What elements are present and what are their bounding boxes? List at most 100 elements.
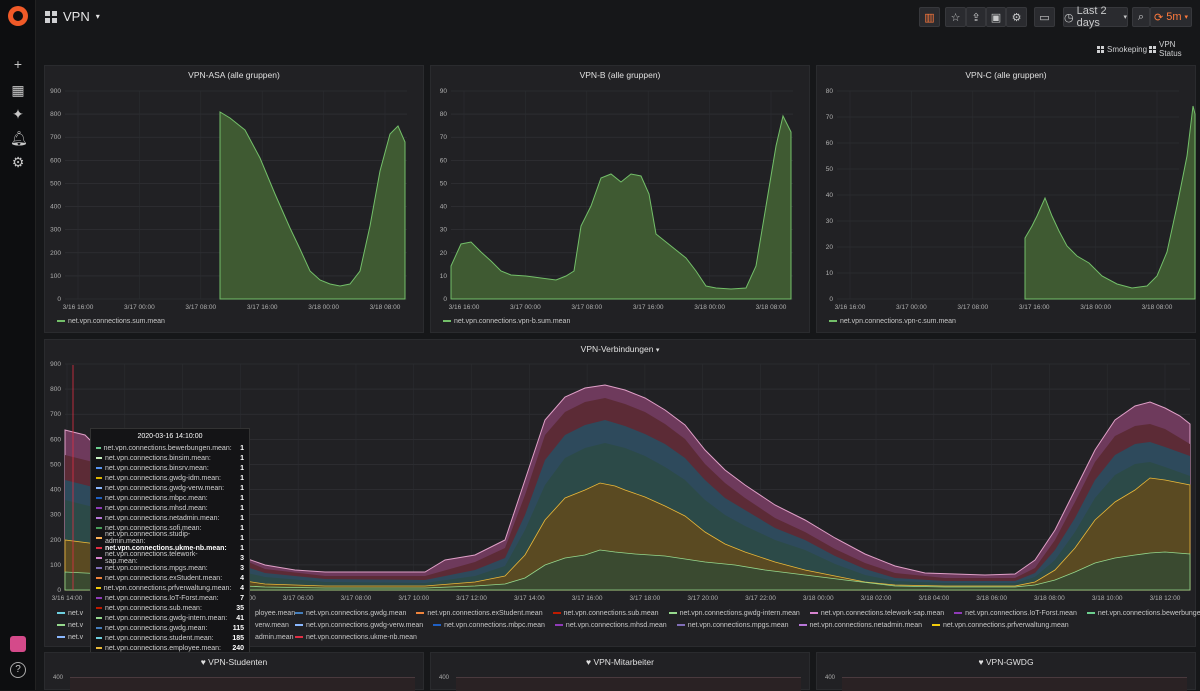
y-tick-label: 400 xyxy=(50,204,61,211)
legend-item[interactable]: net.vpn.connections.mpgs.mean xyxy=(676,622,789,629)
chart-vpn-c: 80 70 60 50 40 30 20 10 03/16 16:00 3/17 00:00 3/1… xyxy=(826,88,1196,311)
panel-vpn-asa[interactable]: VPN-ASA (alle gruppen) 900 800 700 600 500 40… xyxy=(44,65,424,333)
tooltip-series-value: 7 xyxy=(240,594,244,602)
tooltip-series-value: 1 xyxy=(240,444,244,452)
tooltip-series-name: net.vpn.connections.binsrv.mean: xyxy=(105,464,209,472)
tooltip-series-name: net.vpn.connections.netadmin.mean: xyxy=(105,514,220,522)
legend-row: net.vpn.connections.ukme-nb.mean xyxy=(295,634,427,641)
user-avatar-icon[interactable] xyxy=(10,636,26,652)
dashboards-icon[interactable]: ▦ xyxy=(11,82,25,98)
legend-label: net.vpn.connections.bewerbungen.mean xyxy=(1097,610,1200,617)
tooltip-series-name: net.vpn.connections.IoT-Forst.mean: xyxy=(105,594,219,602)
settings-button[interactable]: ⚙ xyxy=(1006,7,1027,27)
legend-swatch xyxy=(552,612,561,615)
heart-icon: ♥ xyxy=(978,657,984,667)
compass-icon[interactable]: ✦ xyxy=(12,106,24,122)
caret-down-icon: ▾ xyxy=(1123,14,1127,21)
time-range-picker[interactable]: ◷ Last 2 days ▾ xyxy=(1063,5,1128,29)
legend-swatch xyxy=(809,612,818,615)
tooltip-row: net.vpn.connections.gwdg-verw.mean: 1 xyxy=(96,483,244,493)
refresh-button[interactable]: ⟳ 5m ▾ xyxy=(1150,7,1192,27)
grafana-logo-icon[interactable] xyxy=(8,6,28,26)
y-tick-label: 60 xyxy=(826,140,834,147)
panel-title-label: VPN-Verbindungen xyxy=(580,344,654,354)
tooltip-series-name: net.vpn.connections.mpgs.mean: xyxy=(105,564,208,572)
gear-icon[interactable]: ⚙ xyxy=(11,154,25,170)
panel-vpn-c[interactable]: VPN-C (alle gruppen) 80 70 60 50 40 30 20 10 0 3/… xyxy=(816,65,1196,333)
panel-vpn-verbindungen[interactable]: VPN-Verbindungen ▾ 900 800 700 600 500 400 300… xyxy=(44,339,1200,647)
tooltip-series-value: 41 xyxy=(236,614,244,622)
legend-label: net.vpn.connections.IoT-Forst.mean xyxy=(965,610,1077,617)
y-tick-label: 600 xyxy=(50,157,61,164)
legend-item[interactable]: net.vpn.connections.IoT-Forst.mean xyxy=(954,610,1077,617)
tooltip-row: net.vpn.connections.bewerbungen.mean: 1 xyxy=(96,443,244,453)
legend-item[interactable]: net.vpn.connections.vpn-b.sum.mean xyxy=(443,318,570,325)
panel-title: ♥ VPN-Mitarbeiter xyxy=(431,657,809,667)
legend-item[interactable]: net.vpn.connections.gwdg-intern.mean xyxy=(668,610,800,617)
panel-vpn-studenten[interactable]: ♥ VPN-Studenten 400 xyxy=(44,652,424,691)
tooltip-series-name: net.vpn.connections.studip-admin.mean: xyxy=(105,531,191,545)
star-button[interactable]: ☆ xyxy=(945,7,966,27)
share-button[interactable]: ⇪ xyxy=(966,7,986,27)
y-tick-label: 50 xyxy=(826,166,834,173)
bell-icon[interactable]: 🔔︎ xyxy=(10,130,28,146)
x-tick-label: 3/18 00:00 xyxy=(1080,304,1111,311)
gear-icon: ⚙ xyxy=(1011,11,1022,24)
y-tick: 400 xyxy=(825,675,836,681)
tooltip-series-name: net.vpn.connections.prfverwaltung.mean: xyxy=(103,584,232,592)
panel-title[interactable]: VPN-Verbindungen ▾ xyxy=(45,344,1195,354)
legend-swatch xyxy=(295,612,303,615)
legend-swatch xyxy=(798,624,807,627)
y-tick-label: 40 xyxy=(826,192,834,199)
legend-item[interactable]: net.vpn.connections.mbpc.mean xyxy=(433,622,545,629)
save-button[interactable]: ▣ xyxy=(986,7,1006,27)
panel-vpn-mitarbeiter[interactable]: ♥ VPN-Mitarbeiter 400 xyxy=(430,652,810,691)
legend-label: net.vpn.connections.netadmin.mean xyxy=(809,622,922,629)
legend-item[interactable]: net.vpn.connections.exStudent.mean xyxy=(416,610,543,617)
zoom-out-button[interactable]: ⌕ xyxy=(1132,7,1150,27)
dashboard-picker[interactable]: VPN ▾ xyxy=(45,9,100,24)
x-tick-label: 3/17 20:00 xyxy=(687,595,718,602)
legend-item[interactable]: net.vpn.connections.telework-sap.mean xyxy=(809,610,944,617)
panel-vpn-gwdg[interactable]: ♥ VPN-GWDG 400 xyxy=(816,652,1196,691)
y-tick-label: 70 xyxy=(440,134,448,141)
tooltip-row: net.vpn.connections.binsrv.mean: 1 xyxy=(96,463,244,473)
x-tick-label: 3/18 06:00 xyxy=(976,595,1007,602)
legend-item[interactable]: net.vpn.connections.netadmin.mean xyxy=(798,622,922,629)
tooltip-series-name: net.vpn.connections.sofi.mean: xyxy=(105,524,202,532)
panel-title: VPN-ASA (alle gruppen) xyxy=(188,70,280,80)
tooltip-row: net.vpn.connections.telework-sap.mean: 3 xyxy=(96,551,244,565)
tv-mode-button[interactable]: ▭ xyxy=(1034,7,1055,27)
legend-swatch xyxy=(57,612,65,615)
legend-item[interactable]: net.vpn.connections.gwdg.mean xyxy=(295,610,406,617)
chart-area xyxy=(842,677,1187,691)
monitor-icon: ▭ xyxy=(1039,11,1050,24)
link-smokeping[interactable]: Smokeping xyxy=(1097,43,1147,55)
legend-item[interactable]: net.vpn.connections.gwdg-verw.mean xyxy=(295,622,423,629)
panel-vpn-b[interactable]: VPN-B (alle gruppen) 90 80 70 60 50 40 30 20 10 0… xyxy=(430,65,810,333)
tooltip-series-value: 1 xyxy=(240,484,244,492)
y-tick-label: 100 xyxy=(50,273,61,280)
x-tick-label: 3/18 02:00 xyxy=(861,595,892,602)
legend-item[interactable]: net.vpn.connections.sub.mean xyxy=(552,610,659,617)
legend-item[interactable]: net.vpn.connections.bewerbungen.mean xyxy=(1086,610,1200,617)
dashboard-grid-icon xyxy=(1097,45,1104,53)
y-tick-label: 10 xyxy=(826,270,834,277)
legend-item[interactable]: net.vpn.connections.sum.mean xyxy=(57,318,165,325)
y-tick-label: 300 xyxy=(50,227,61,234)
help-icon[interactable]: ? xyxy=(10,662,26,678)
legend-item[interactable]: net.vpn.connections.prfverwaltung.mean xyxy=(931,622,1069,629)
tooltip-row: net.vpn.connections.student.mean: 185 xyxy=(96,633,244,643)
chart-area xyxy=(456,677,801,691)
tooltip-swatch xyxy=(96,547,102,549)
heart-icon: ♥ xyxy=(586,657,592,667)
tooltip-series-value: 4 xyxy=(240,584,244,592)
link-vpn-status[interactable]: VPN Status xyxy=(1149,40,1200,58)
plus-icon[interactable]: + xyxy=(13,56,23,72)
legend-item[interactable]: net.vpn.connections.ukme-nb.mean xyxy=(295,634,417,641)
dashboard-grid-icon xyxy=(45,10,57,23)
x-tick-label: 3/18 08:00 xyxy=(370,304,401,311)
legend-item[interactable]: net.vpn.connections.mhsd.mean xyxy=(554,622,667,629)
legend-item[interactable]: net.vpn.connections.vpn-c.sum.mean xyxy=(829,318,956,325)
add-panel-button[interactable]: ▥ xyxy=(919,7,940,27)
